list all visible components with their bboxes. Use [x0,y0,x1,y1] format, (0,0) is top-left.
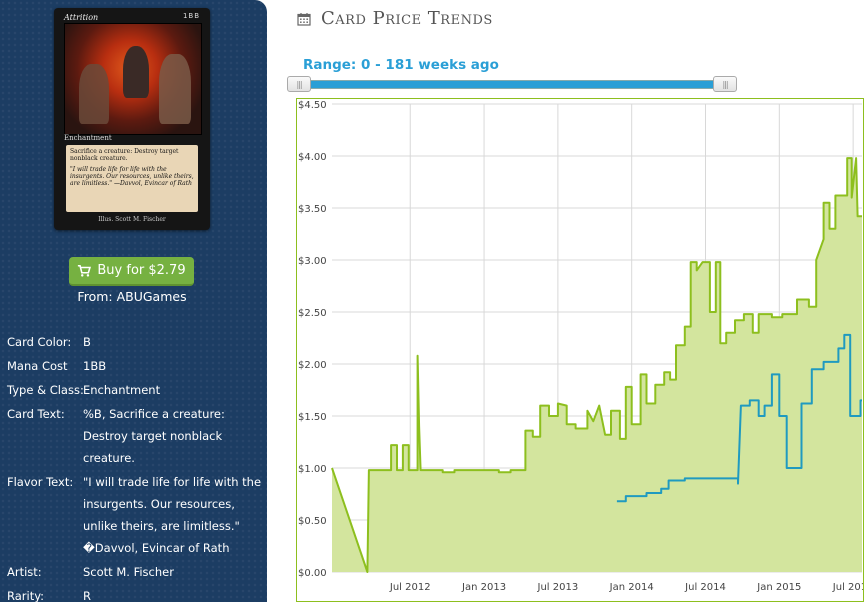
x-tick-label: Jan 2013 [461,582,506,593]
artist-value: Scott M. Fischer [83,565,174,579]
x-tick-label: Jan 2014 [609,582,654,593]
buy-button-label: Buy for $2.79 [97,263,186,278]
series-0-area [332,158,862,572]
type-class-value: Enchantment [83,383,161,397]
chart-area-layer [332,158,862,572]
y-tick-label: $3.00 [298,256,327,267]
section-title: Card Price Trends [297,8,493,29]
range-slider-min-handle[interactable]: ||| [287,76,311,92]
card-image-type-line: Enchantment [64,134,112,142]
y-tick-label: $3.50 [298,204,327,215]
x-tick-label: Jul 2014 [684,582,726,593]
y-tick-label: $2.00 [298,360,327,371]
card-artwork [64,23,202,135]
y-tick-label: $2.50 [298,308,327,319]
y-tick-label: $1.00 [298,464,327,475]
x-tick-label: Jul 2015 [832,582,864,593]
mana-cost-value: 1BB [83,359,107,373]
y-tick-label: $1.50 [298,412,327,423]
card-image-flavor-text: "I will trade life for life with the ins… [70,166,194,187]
range-slider-max-handle[interactable]: ||| [713,76,737,92]
x-tick-label: Jan 2015 [756,582,801,593]
card-image-rules-text: Sacrifice a creature: Destroy target non… [70,148,179,162]
x-tick-label: Jul 2012 [389,582,431,593]
card-image-name: Attrition [64,13,99,22]
mana-cost-label: Mana Cost [7,359,68,373]
card-image-mana-cost: 1BB [182,12,200,20]
card-image-artist: Illus. Scott M. Fischer [98,216,166,223]
card-text-label: Card Text: [7,407,65,421]
y-tick-label: $0.00 [298,568,327,579]
artist-label: Artist: [7,565,42,579]
chart-y-axis: $0.00 $0.50 $1.00 $1.50 $2.00 $2.50 $3.00 $3.50… [298,100,327,579]
card-text-value: %B, Sacrifice a creature: Destroy target… [83,407,225,465]
y-tick-label: $4.00 [298,152,327,163]
x-tick-label: Jul 2013 [537,582,579,593]
type-class-label: Type & Class: [7,383,84,397]
sidebar: Attrition 1BB Enchantment Sacrifice a cr… [0,0,267,603]
card-color-label: Card Color: [7,335,72,349]
series-0-line [331,157,862,573]
card-image-text-box: Sacrifice a creature: Destroy target non… [66,145,198,212]
card-image: Attrition 1BB Enchantment Sacrifice a cr… [54,8,210,230]
flavor-text-label: Flavor Text: [7,475,74,489]
range-label: Range: 0 - 181 weeks ago [303,57,499,73]
shopping-cart-icon [78,264,92,277]
flavor-text-value: "I will trade life for life with the ins… [83,475,262,555]
buy-button[interactable]: Buy for $2.79 [69,257,194,286]
y-tick-label: $4.50 [298,100,327,111]
y-tick-label: $0.50 [298,516,327,527]
chart-x-axis: Jul 2012 Jan 2013 Jul 2013 Jan 2014 Jul 2014… [389,582,864,593]
card-color-value: B [83,335,91,349]
series-1-line [616,333,862,503]
rarity-label: Rarity: [7,589,45,603]
vendor-label: From: ABUGames [77,289,187,304]
range-slider-track[interactable] [293,80,737,89]
rarity-value: R [83,589,91,603]
price-trend-chart: $0.00 $0.50 $1.00 $1.50 $2.00 $2.50 $3.00 $3.50… [296,98,864,602]
chart-line-layer [331,157,862,573]
section-title-text: Card Price Trends [321,8,493,29]
calendar-icon [297,12,311,26]
